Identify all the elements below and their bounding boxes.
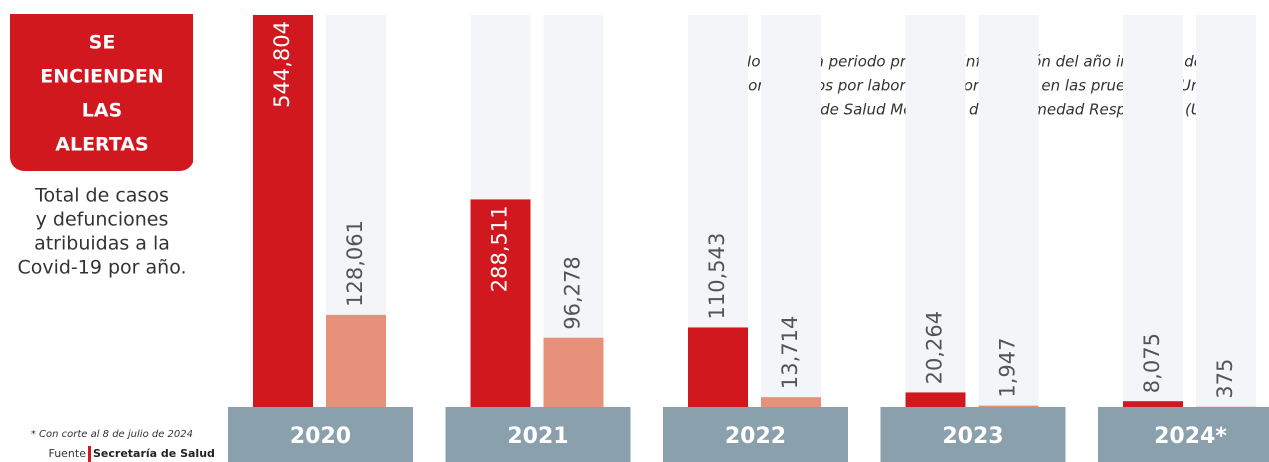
bar bbox=[978, 405, 1039, 407]
value-label: 544,804 bbox=[270, 21, 294, 108]
source-separator bbox=[88, 446, 91, 462]
x-tick-label: 2021 bbox=[507, 424, 568, 449]
bar bbox=[543, 337, 604, 407]
x-tick-label: 2024* bbox=[1154, 424, 1227, 449]
source-label: Fuente bbox=[48, 447, 86, 460]
value-label: 128,061 bbox=[343, 220, 367, 307]
x-tick-label: 2023 bbox=[942, 424, 1003, 449]
title-box bbox=[10, 14, 194, 171]
subtitle: atribuidas a la bbox=[34, 233, 170, 255]
value-label: 110,543 bbox=[705, 233, 729, 320]
category-band bbox=[228, 407, 413, 462]
category-band bbox=[445, 407, 631, 462]
value-label: 96,278 bbox=[561, 256, 585, 329]
column-bg bbox=[1196, 15, 1256, 407]
bar bbox=[253, 15, 313, 407]
title: ENCIENDEN bbox=[40, 66, 163, 88]
subtitle: Covid-19 por año. bbox=[17, 257, 186, 279]
title: LAS bbox=[82, 100, 123, 122]
category-band bbox=[880, 407, 1066, 462]
footnote: * Con corte al 8 de julio de 2024 bbox=[31, 429, 193, 440]
value-label: 375 bbox=[1213, 359, 1237, 399]
value-label: 8,075 bbox=[1140, 333, 1164, 393]
title: SE bbox=[89, 32, 116, 54]
x-tick-label: 2022 bbox=[725, 424, 786, 449]
source: Secretaría de Salud bbox=[93, 447, 215, 460]
subtitle: y defunciones bbox=[36, 209, 169, 231]
category-band bbox=[663, 407, 848, 462]
title-box-top bbox=[10, 14, 194, 34]
value-label: 288,511 bbox=[488, 205, 512, 292]
spacer bbox=[193, 14, 207, 171]
bar bbox=[905, 392, 966, 407]
value-label: 20,264 bbox=[923, 311, 947, 384]
value-label: 13,714 bbox=[778, 316, 802, 389]
bar bbox=[326, 314, 386, 407]
x-tick-label: 2020 bbox=[290, 424, 351, 449]
bar bbox=[1123, 401, 1183, 407]
bar bbox=[761, 397, 821, 407]
title: ALERTAS bbox=[55, 134, 148, 156]
column-bg bbox=[761, 15, 821, 407]
value-label: 1,947 bbox=[996, 337, 1020, 397]
bar bbox=[470, 199, 531, 407]
category-band bbox=[1098, 407, 1269, 462]
column-bg bbox=[978, 15, 1039, 407]
column-bg bbox=[905, 15, 966, 407]
subtitle: Total de casos bbox=[34, 185, 169, 207]
column-bg bbox=[1123, 15, 1183, 407]
bar bbox=[688, 327, 748, 407]
